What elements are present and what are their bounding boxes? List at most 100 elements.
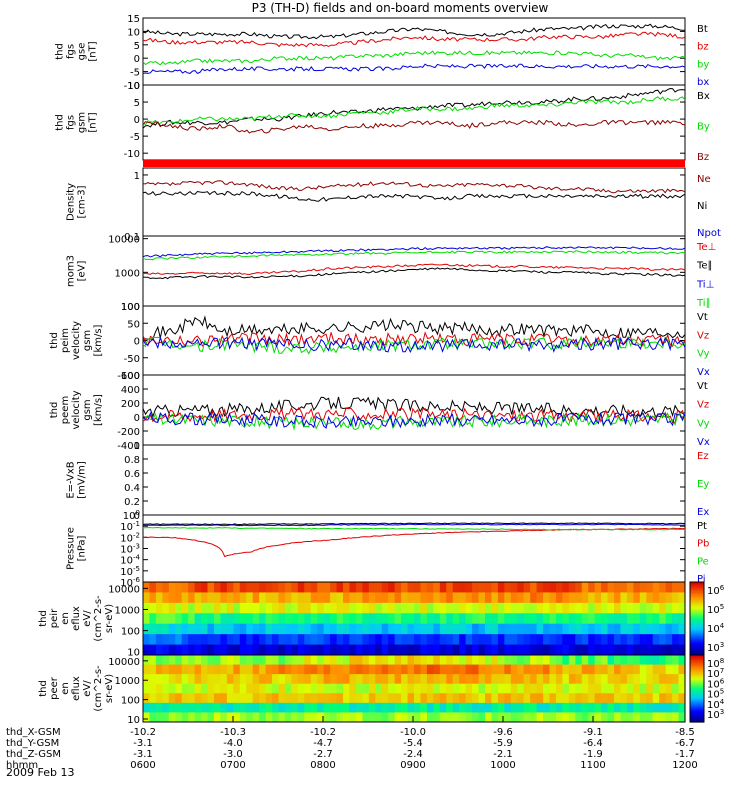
spectrogram-cell — [543, 693, 550, 704]
spectrogram-cell — [601, 592, 609, 604]
spectrogram-cell — [452, 712, 460, 723]
spectrogram-cell — [626, 613, 634, 625]
spectrogram-cell — [665, 655, 673, 666]
spectrogram-cell — [343, 664, 350, 675]
spectrogram-cell — [633, 582, 641, 593]
colorbar-step — [690, 670, 704, 673]
panel-ylabel: Density[cm-3] — [66, 183, 88, 221]
spectrogram-cell — [375, 634, 383, 646]
spectrogram-cell — [459, 602, 467, 614]
spectrogram-cell — [336, 702, 344, 713]
spectrogram-cell — [149, 674, 157, 685]
spectrogram-cell — [226, 644, 234, 656]
spectrogram-cell — [601, 582, 609, 593]
spectrogram-cell — [220, 623, 228, 635]
spectrogram-cell — [652, 693, 660, 704]
spectrogram-cell — [349, 664, 357, 675]
spectrogram-cell — [291, 655, 299, 666]
spectrogram-cell — [452, 644, 460, 656]
spectrogram-cell — [465, 592, 473, 604]
spectrogram-cell — [149, 683, 157, 694]
spectrogram-cell — [252, 683, 260, 694]
spectrogram-cell — [517, 702, 525, 713]
colorbar-step — [690, 602, 704, 605]
spectrogram-cell — [330, 712, 338, 723]
ephemeris-value: -3.0 — [223, 749, 243, 760]
spectrogram-cell — [207, 613, 215, 625]
spectrogram-cell — [426, 655, 434, 666]
spectrogram-cell — [368, 683, 376, 694]
spectrogram-cell — [149, 664, 157, 675]
spectrogram-cell — [162, 592, 170, 604]
spectrogram-cell — [375, 702, 383, 713]
spectrogram-cell — [349, 623, 357, 635]
colorbar-step — [690, 665, 704, 668]
ytick-label: 10-2 — [120, 531, 140, 544]
spectrogram-cell — [343, 602, 350, 614]
spectrogram-cell — [594, 613, 602, 625]
spectrogram-cell — [343, 674, 350, 685]
spectrogram-cell — [484, 602, 492, 614]
spectrogram-cell — [310, 592, 318, 604]
ytick-label: 10 — [127, 27, 140, 38]
spectrogram-cell — [201, 613, 209, 625]
spectrogram-cell — [252, 634, 260, 646]
spectrogram-cell — [478, 613, 486, 625]
spectrogram-cell — [620, 683, 628, 694]
spectrogram-cell — [201, 693, 209, 704]
spectrogram-cell — [259, 702, 267, 713]
spectrogram-cell — [259, 634, 267, 646]
spectrogram-cell — [265, 613, 273, 625]
spectrogram-cell — [459, 623, 467, 635]
spectrogram-cell — [562, 582, 570, 593]
spectrogram-cell — [568, 602, 576, 614]
spectrogram-cell — [226, 693, 234, 704]
spectrogram-cell — [233, 613, 241, 625]
spectrogram-cell — [497, 655, 505, 666]
spectrogram-cell — [291, 664, 299, 675]
colorbar-step — [690, 618, 704, 621]
colorbar-tick: 103 — [707, 641, 724, 654]
spectrogram-cell — [252, 712, 260, 723]
spectrogram-cell — [472, 683, 480, 694]
spectrogram-cell — [349, 655, 357, 666]
spectrogram-cell — [433, 674, 441, 685]
spectrogram-cell — [659, 693, 667, 704]
ytick-label: 10-6 — [120, 576, 140, 589]
spectrogram-cell — [278, 693, 286, 704]
spectrogram-cell — [330, 674, 338, 685]
spectrogram-cell — [472, 634, 480, 646]
spectrogram-cell — [252, 693, 260, 704]
spectrogram-cell — [510, 693, 518, 704]
spectrogram-cell — [478, 712, 486, 723]
colorbar-step — [690, 614, 704, 618]
spectrogram-cell — [568, 702, 576, 713]
colorbar-step — [690, 649, 704, 652]
spectrogram-cell — [323, 712, 331, 723]
colorbar-step — [690, 681, 704, 685]
spectrogram-cell — [381, 592, 389, 604]
spectrogram-cell — [401, 702, 409, 713]
panel-frame — [142, 167, 686, 237]
spectrogram-cell — [504, 613, 512, 625]
spectrogram-cell — [491, 702, 499, 713]
spectrogram-cell — [368, 664, 376, 675]
spectrogram-cell — [336, 712, 344, 723]
spectrogram-cell — [626, 602, 634, 614]
spectrogram-cell — [323, 655, 331, 666]
spectrogram-cell — [162, 644, 170, 656]
colorbar-tick: 105 — [707, 603, 724, 616]
spectrogram-cell — [155, 644, 163, 656]
spectrogram-cell — [607, 582, 615, 593]
spectrogram-cell — [646, 592, 654, 604]
spectrogram-cell — [491, 623, 499, 635]
spectrogram-cell — [472, 623, 480, 635]
spectrogram-cell — [659, 674, 667, 685]
spectrogram-cell — [220, 664, 228, 675]
spectrogram-cell — [517, 683, 525, 694]
spectrogram-cell — [439, 655, 447, 666]
spectrogram-cell — [575, 674, 583, 685]
spectrogram-cell — [639, 613, 647, 625]
panel-ylabel: thdpeimvelocitygsm[km/s] — [49, 321, 104, 360]
spectrogram-cell — [143, 644, 150, 656]
